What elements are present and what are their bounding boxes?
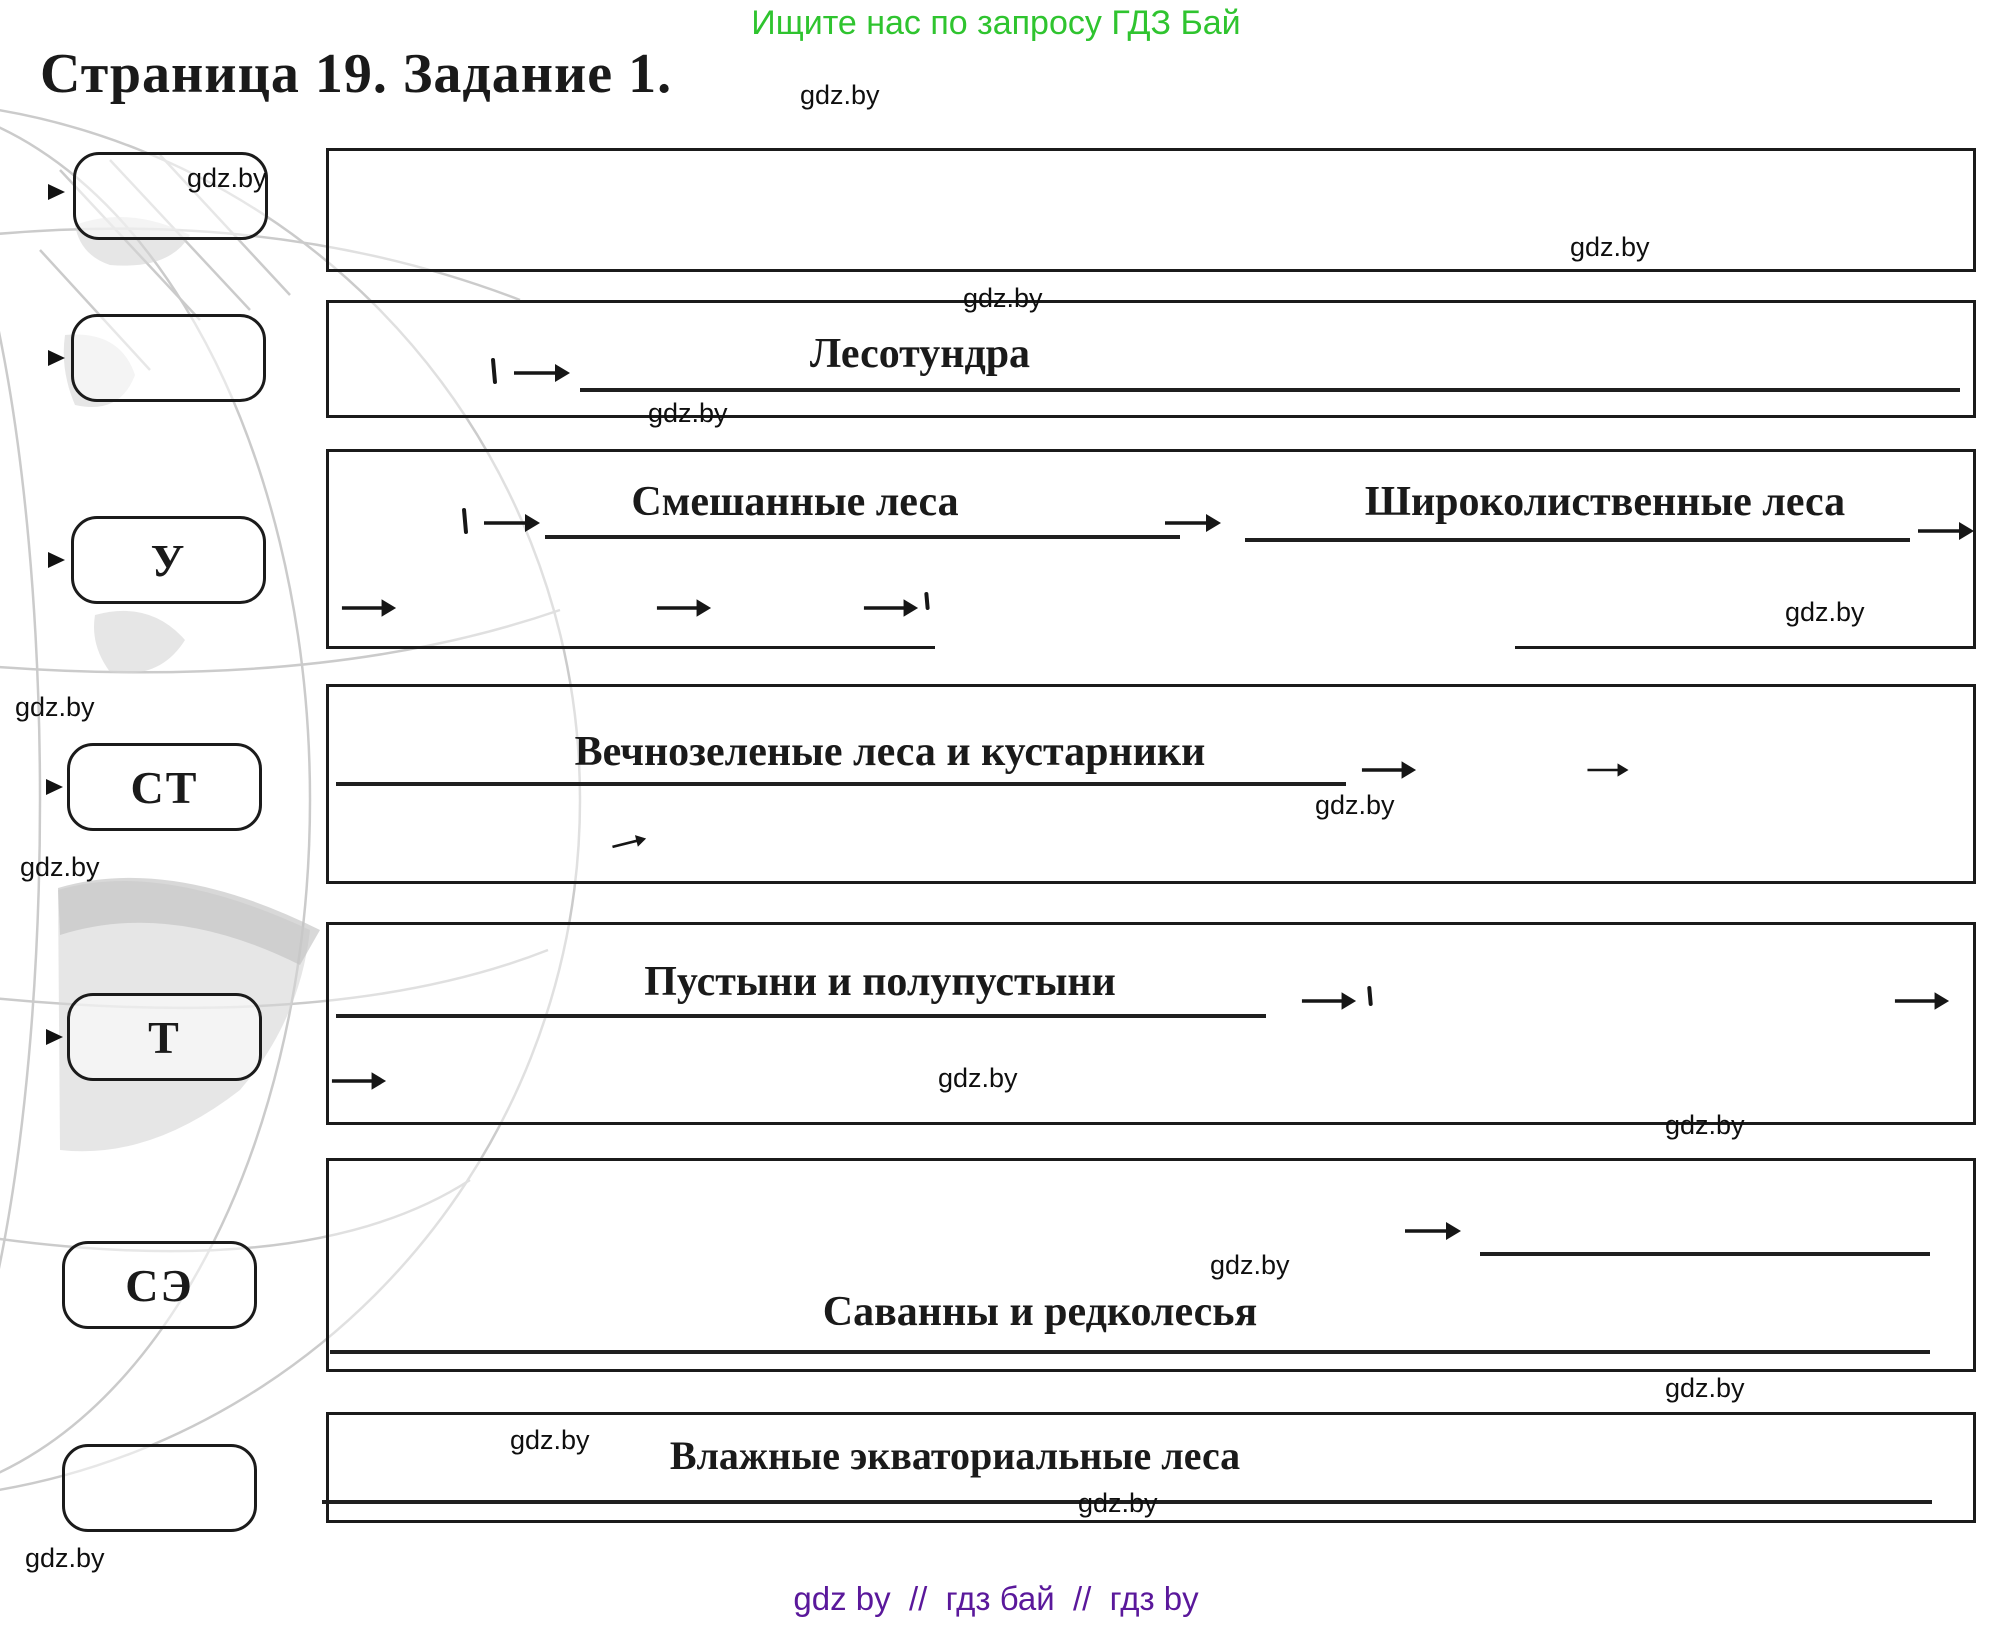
zone-label-equatorial: Влажные экваториальные леса [669,1433,1241,1478]
arrow-right-icon [1918,522,1974,540]
climate-box-7[interactable] [62,1444,257,1532]
answer-blank-lesotundra[interactable] [580,378,1960,392]
arrow-right-icon [1361,761,1417,779]
arrow-right-icon [1301,992,1357,1010]
page-title: Страница 19. Задание 1. [40,43,673,105]
watermark: gdz.by [800,80,880,110]
zone-label-lesotundra: Лесотундра [809,331,1031,377]
arrow-right-icon [331,1072,387,1090]
watermark: gdz.by [1210,1250,1290,1280]
answer-blank-evergreen[interactable] [336,772,1346,786]
watermark: gdz.by [938,1063,1018,1093]
answer-blank-savanna[interactable] [330,1340,1930,1354]
arrow-right-icon [1165,514,1221,532]
arrow-right-icon [1894,992,1950,1010]
arrow-right-icon [863,599,919,617]
climate-box-st[interactable]: СТ [67,743,262,831]
zone-row-6 [326,1158,1976,1372]
footer-links: gdz by // гдз бай // гдз by [793,1580,1199,1617]
zone-row-7 [326,1412,1976,1523]
watermark: gdz.by [1315,790,1395,820]
zone-row-2 [326,300,1976,418]
zone-row-3 [326,449,1976,649]
watermark: gdz.by [1570,232,1650,262]
climate-box-u[interactable]: У [71,516,266,604]
answer-blank-mixed-forest[interactable] [545,525,1180,539]
climate-box-se[interactable]: СЭ [62,1241,257,1329]
arrow-right-icon [612,835,647,849]
arrow-right-icon [656,599,712,617]
pointer-tick-icon [48,350,65,366]
pointer-tick-icon [48,184,65,200]
watermark: gdz.by [25,1543,105,1573]
pointer-tick-icon [48,552,65,568]
zone-label-evergreen: Вечнозеленые леса и кустарники [574,729,1206,775]
watermark: gdz.by [1785,597,1865,627]
watermark: gdz.by [187,163,267,193]
answer-blank-equatorial[interactable] [322,1490,1932,1504]
zone-label-desert: Пустыни и полупустыни [644,959,1116,1005]
watermark: gdz.by [20,852,100,882]
climate-box-t-label: Т [148,1011,181,1063]
watermark: gdz.by [1665,1373,1745,1403]
climate-box-t[interactable]: Т [67,993,262,1081]
promo-header: Ищите нас по запросу ГДЗ Бай [751,4,1241,42]
climate-box-u-label: У [150,534,187,586]
watermark: gdz.by [648,398,728,428]
climate-box-1[interactable] [73,152,268,240]
answer-blank-broadleaf-forest[interactable] [1245,528,1910,542]
scan-erasure [935,638,1515,654]
pointer-tick-icon [46,1029,63,1045]
arrow-right-icon [514,364,570,382]
watermark: gdz.by [963,283,1043,313]
watermark: gdz.by [15,692,95,722]
zone-label-mixed-forest: Смешанные леса [631,479,959,525]
arrow-right-icon [484,514,540,532]
watermark: gdz.by [510,1425,590,1455]
watermark: gdz.by [1078,1488,1158,1518]
arrow-right-icon [1587,763,1629,777]
climate-box-st-label: СТ [130,761,199,813]
answer-blank-desert[interactable] [336,1004,1266,1018]
arrow-right-icon [1405,1222,1461,1240]
watermark: gdz.by [1665,1110,1745,1140]
pointer-tick-icon [46,779,63,795]
zone-row-5 [326,922,1976,1125]
climate-box-se-label: СЭ [125,1259,194,1311]
zone-label-broadleaf-forest: Широколиственные леса [1364,479,1846,525]
climate-box-2[interactable] [71,314,266,402]
arrow-right-icon [341,599,397,617]
zone-row-1 [326,148,1976,272]
zone-label-savanna: Саванны и редколесья [822,1289,1258,1335]
answer-blank-savanna-top[interactable] [1480,1242,1930,1256]
